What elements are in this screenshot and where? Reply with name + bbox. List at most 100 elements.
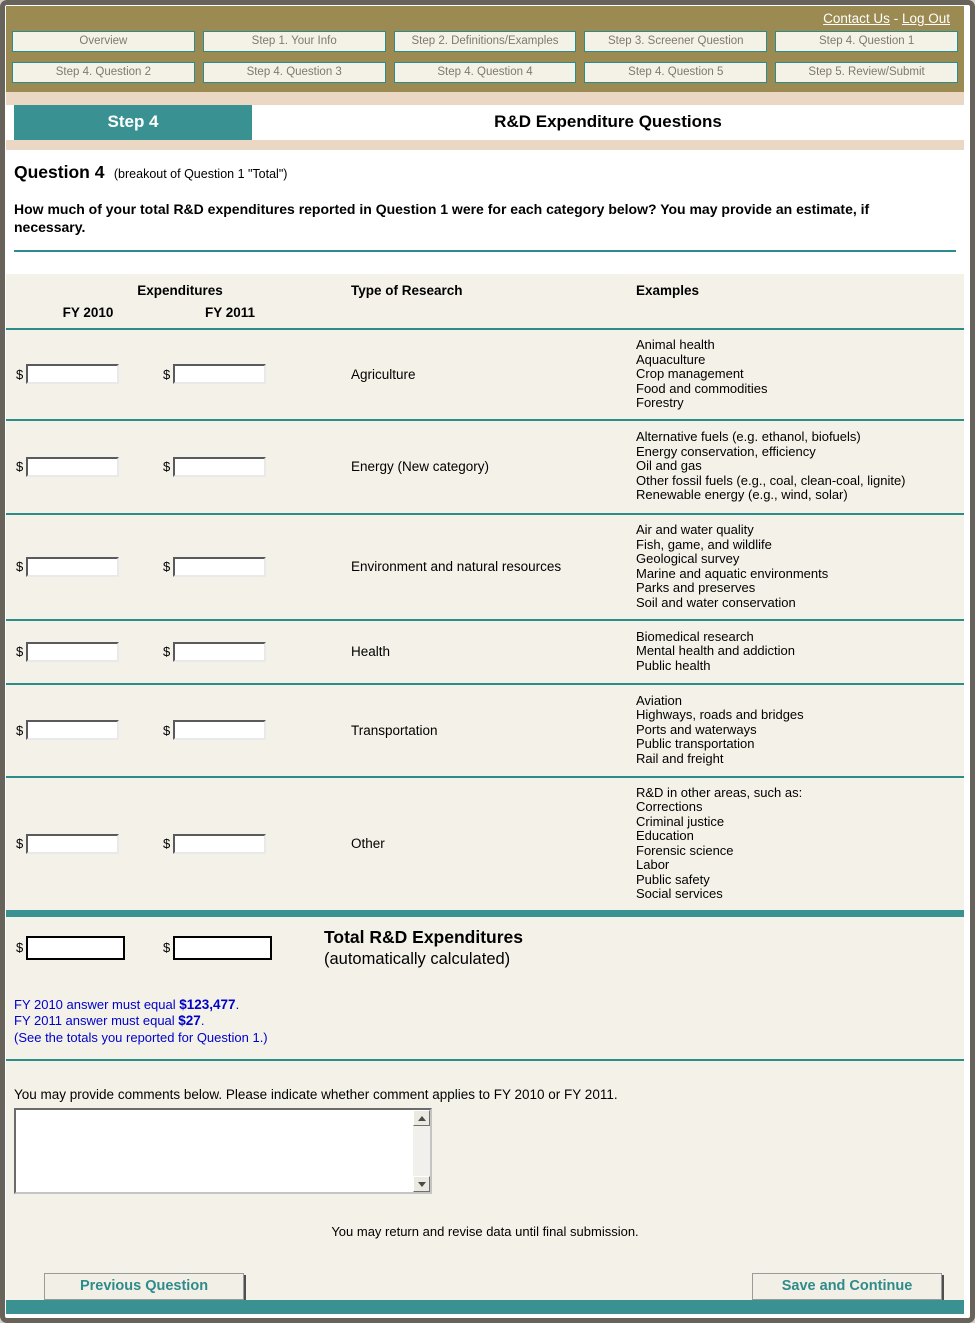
example-item: Public transportation	[636, 736, 755, 752]
example-item: R&D in other areas, such as:	[636, 784, 803, 800]
example-item: Criminal justice	[636, 813, 725, 829]
comments-textarea[interactable]	[14, 1108, 432, 1195]
total-fy2011-input	[173, 935, 273, 960]
nav-button-step-4-question-4[interactable]: Step 4. Question 4	[393, 62, 577, 83]
nav-button-overview[interactable]: Overview	[12, 31, 195, 52]
example-item: Public safety	[636, 871, 710, 887]
fy2010-header: FY 2010	[62, 305, 114, 321]
example-item: Food and commodities	[636, 380, 768, 396]
fy2010-cell: $	[6, 833, 152, 854]
example-item: Other fossil fuels (e.g., coal, clean-co…	[636, 472, 906, 488]
fy2011-input-health[interactable]	[173, 641, 267, 662]
revise-note: You may return and revise data until fin…	[331, 1224, 639, 1240]
fy2010-input-other[interactable]	[26, 833, 120, 854]
example-item: Crop management	[636, 366, 744, 382]
dollar-sign: $	[163, 722, 171, 738]
fy2011-input-environment-and-natural-resources[interactable]	[173, 556, 267, 577]
comments-label: You may provide comments below. Please i…	[14, 1087, 618, 1103]
fy2011-cell: $	[152, 556, 298, 577]
fy2010-input-transportation[interactable]	[26, 720, 120, 741]
fy2011-input-transportation[interactable]	[173, 720, 267, 741]
nav-button-step-3-screener-question[interactable]: Step 3. Screener Question	[584, 31, 768, 52]
spacer	[6, 252, 964, 275]
example-item: Education	[636, 828, 694, 844]
dollar-sign: $	[163, 644, 171, 660]
previous-question-button[interactable]: Previous Question	[44, 1273, 244, 1301]
examples-header: Examples	[636, 283, 700, 299]
example-item: Marine and aquatic environments	[636, 565, 829, 581]
dollar-sign: $	[163, 366, 171, 382]
spacer-band	[6, 92, 964, 105]
fy2010-validation-line: FY 2010 answer must equal $123,477.	[14, 996, 240, 1012]
total-label: Total R&D Expenditures	[324, 926, 524, 947]
nav-button-step-4-question-5[interactable]: Step 4. Question 5	[584, 62, 768, 83]
nav-button-step-4-question-2[interactable]: Step 4. Question 2	[12, 62, 195, 83]
nav-button-step-4-question-1[interactable]: Step 4. Question 1	[775, 31, 958, 52]
fy2010-cell: $	[6, 364, 152, 385]
example-item: Alternative fuels (e.g. ethanol, biofuel…	[636, 429, 861, 445]
nav-button-step-1-your-info[interactable]: Step 1. Your Info	[202, 31, 386, 52]
scrollbar-track[interactable]	[413, 1126, 430, 1176]
expenditure-table: Expenditures Type of Research Examples F…	[6, 274, 964, 1315]
dollar-sign: $	[16, 722, 24, 738]
expenditure-row-energy-new-category: $ $ Energy (New category) Alternative fuels…	[6, 418, 964, 513]
example-item: Forestry	[636, 395, 684, 411]
fy2011-validation-line: FY 2011 answer must equal $27.	[14, 1013, 205, 1029]
save-and-continue-button[interactable]: Save and Continue	[752, 1273, 942, 1301]
total-fy2010-cell: $	[6, 935, 152, 960]
fy2010-required-total: $123,477	[179, 996, 236, 1012]
expenditure-rows: $ $ Agriculture Animal health Aquaculture Cro…	[6, 328, 964, 910]
fy2010-cell: $	[6, 456, 152, 477]
examples-list: Air and water quality Fish, game, and wil…	[636, 523, 964, 610]
total-fy2011-cell: $	[152, 935, 298, 960]
example-item: Rail and freight	[636, 750, 724, 766]
research-type-label: Transportation	[351, 722, 438, 738]
validation-note: (See the totals you reported for Questio…	[14, 1029, 268, 1045]
example-item: Labor	[636, 857, 670, 873]
table-header: Expenditures Type of Research Examples F…	[6, 274, 964, 328]
scroll-up-button[interactable]	[413, 1110, 430, 1127]
scrollbar[interactable]	[413, 1110, 430, 1193]
log-out-link[interactable]: Log Out	[901, 11, 950, 26]
dollar-sign: $	[16, 644, 24, 660]
dollar-sign: $	[163, 459, 171, 475]
example-item: Fish, game, and wildlife	[636, 536, 772, 552]
nav-button-step-5-review-submit[interactable]: Step 5. Review/Submit	[775, 62, 958, 83]
step-banner: Step 4 R&D Expenditure Questions	[6, 104, 964, 140]
fy2011-input-other[interactable]	[173, 833, 267, 854]
expenditure-row-environment-and-natural-resources: $ $ Environment and natural resources Air a…	[6, 512, 964, 619]
dollar-sign: $	[16, 366, 24, 382]
question-title: Question 4	[14, 162, 105, 183]
comments-text[interactable]	[16, 1110, 413, 1192]
example-item: Forensic science	[636, 842, 734, 858]
example-item: Aquaculture	[636, 351, 706, 367]
contact-us-link[interactable]: Contact Us	[823, 11, 890, 26]
fy2010-input-health[interactable]	[26, 641, 120, 662]
research-type-label: Health	[351, 644, 391, 660]
example-item: Ports and waterways	[636, 721, 757, 737]
spacer-band	[6, 139, 964, 151]
expenditure-row-health: $ $ Health Biomedical research Mental health…	[6, 618, 964, 683]
fy2010-input-environment-and-natural-resources[interactable]	[26, 556, 120, 577]
fy2011-cell: $	[152, 364, 298, 385]
fy2011-input-agriculture[interactable]	[173, 364, 267, 385]
expenditure-row-transportation: $ $ Transportation Aviation Highways, roads …	[6, 682, 964, 776]
dollar-sign: $	[16, 559, 24, 575]
nav-button-step-2-definitions-examples[interactable]: Step 2. Definitions/Examples	[393, 31, 577, 52]
question-subtitle: (breakout of Question 1 "Total")	[113, 167, 288, 182]
arrow-down-icon	[417, 1181, 426, 1187]
nav-button-step-4-question-3[interactable]: Step 4. Question 3	[202, 62, 386, 83]
question-section: Question 4 (breakout of Question 1 "Tota…	[6, 150, 964, 253]
fy2010-input-energy-new-category[interactable]	[26, 456, 120, 477]
divider-line	[6, 1059, 964, 1062]
fy2010-input-agriculture[interactable]	[26, 364, 120, 385]
nav-row-2: Step 4. Question 2 Step 4. Question 3 Step…	[12, 62, 958, 83]
fy2011-input-energy-new-category[interactable]	[173, 456, 267, 477]
scroll-down-button[interactable]	[413, 1176, 430, 1193]
example-item: Oil and gas	[636, 458, 702, 474]
nav-row-1: Overview Step 1. Your Info Step 2. Definit…	[12, 31, 958, 52]
fy2011-header: FY 2011	[204, 305, 256, 321]
example-item: Soil and water conservation	[636, 594, 796, 610]
fy2011-cell: $	[152, 720, 298, 741]
total-sublabel: (automatically calculated)	[324, 949, 511, 968]
